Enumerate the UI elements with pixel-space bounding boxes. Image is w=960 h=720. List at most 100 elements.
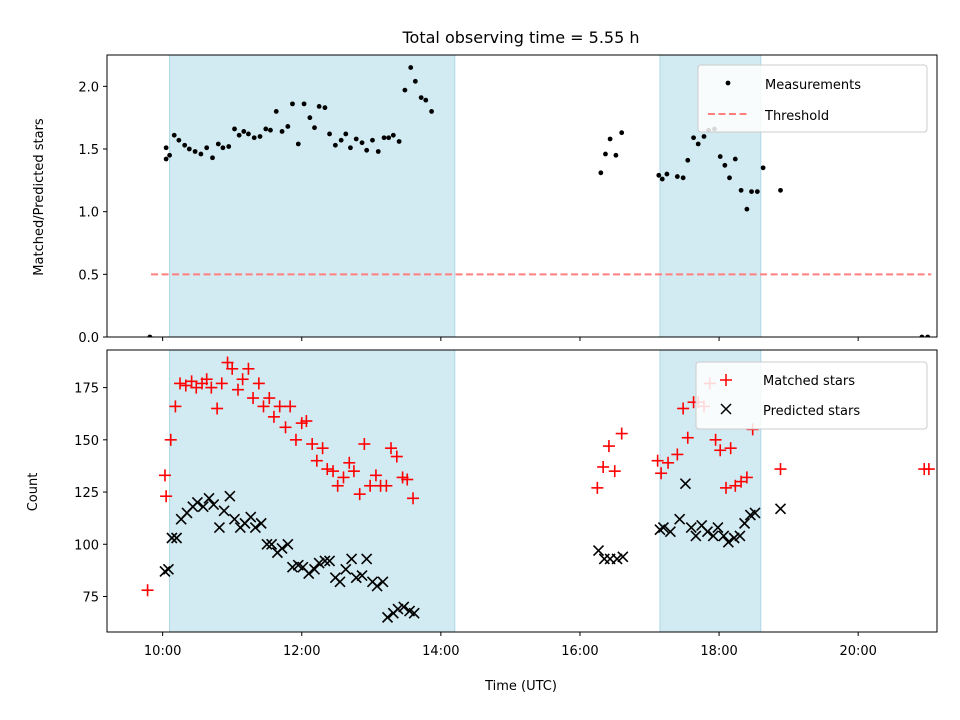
measurements-point-34 bbox=[332, 142, 338, 148]
measurements-point-65 bbox=[695, 141, 701, 147]
predicted-stars-point-28 bbox=[303, 567, 315, 580]
y-tick-label-count-4: 175 bbox=[74, 382, 99, 397]
measurements-point-56 bbox=[613, 152, 619, 158]
predicted-stars-point-30 bbox=[313, 557, 325, 569]
legend-ratio: Measurements Threshold bbox=[697, 64, 928, 133]
legend-count: Matched stars Predicted stars bbox=[695, 361, 928, 430]
measurements-point-35 bbox=[338, 137, 344, 143]
measurements-point-6 bbox=[182, 142, 188, 148]
measurements-point-19 bbox=[251, 135, 257, 141]
matched-stars-point-23 bbox=[267, 410, 280, 423]
matched-stars-point-2 bbox=[160, 490, 173, 503]
matched-stars-point-11 bbox=[205, 381, 218, 394]
matched-stars-point-52 bbox=[602, 440, 615, 453]
predicted-stars-point-43 bbox=[381, 611, 394, 623]
predicted-stars-point-72 bbox=[774, 503, 787, 515]
matched-stars-point-27 bbox=[289, 433, 302, 446]
measurements-point-59 bbox=[659, 176, 665, 182]
predicted-stars-point-20 bbox=[261, 538, 273, 550]
predicted-stars-point-3 bbox=[170, 532, 183, 544]
legend-count-frame bbox=[695, 361, 928, 430]
predicted-stars-point-58 bbox=[679, 478, 692, 490]
predicted-stars-point-19 bbox=[255, 517, 267, 529]
measurements-point-41 bbox=[370, 137, 375, 143]
measurements-point-52 bbox=[429, 109, 434, 114]
matched-stars-point-32 bbox=[316, 442, 329, 455]
measurements-point-20 bbox=[257, 134, 263, 139]
predicted-stars-point-21 bbox=[266, 538, 278, 550]
measurements-point-11 bbox=[210, 155, 215, 161]
predicted-stars-point-64 bbox=[712, 521, 724, 534]
measurements-point-74 bbox=[744, 206, 750, 212]
measurements-point-28 bbox=[301, 101, 307, 107]
measurements-point-37 bbox=[348, 145, 353, 151]
measurements-point-15 bbox=[232, 126, 237, 132]
predicted-stars-point-17 bbox=[245, 511, 257, 523]
matched-stars-point-39 bbox=[353, 488, 366, 501]
y-tick-label-count-3: 150 bbox=[74, 434, 99, 449]
x-tick-label-4: 18:00 bbox=[700, 644, 737, 659]
measurements-point-1 bbox=[163, 145, 169, 151]
measurements-point-60 bbox=[664, 171, 670, 177]
measurements-point-70 bbox=[722, 162, 728, 168]
matched-stars-point-49 bbox=[407, 492, 420, 505]
predicted-stars-point-71 bbox=[749, 507, 761, 519]
legend-threshold-label: Threshold bbox=[764, 109, 829, 124]
predicted-stars-point-24 bbox=[282, 538, 294, 550]
matched-stars-point-54 bbox=[615, 427, 628, 440]
predicted-stars-point-45 bbox=[392, 603, 404, 615]
measurements-point-4 bbox=[171, 132, 177, 138]
measurements-point-26 bbox=[290, 101, 295, 107]
predicted-stars-point-35 bbox=[340, 563, 352, 575]
matched-stars-point-14 bbox=[221, 356, 234, 369]
matched-stars-point-35 bbox=[331, 479, 344, 492]
predicted-stars-point-42 bbox=[377, 576, 389, 588]
measurements-point-48 bbox=[408, 65, 414, 70]
measurements-point-46 bbox=[396, 139, 402, 144]
y-tick-label-count-1: 100 bbox=[74, 538, 99, 553]
predicted-stars-point-32 bbox=[324, 555, 336, 567]
matched-stars-point-4 bbox=[169, 400, 182, 413]
measurements-point-44 bbox=[386, 135, 392, 141]
predicted-stars-point-1 bbox=[162, 563, 175, 575]
predicted-stars-point-37 bbox=[350, 572, 362, 584]
measurements-point-21 bbox=[263, 126, 269, 132]
predicted-stars-point-0 bbox=[159, 565, 171, 577]
measurements-point-0 bbox=[147, 334, 153, 337]
y-tick-label-ratio-3: 1.5 bbox=[78, 143, 99, 158]
measurements-point-45 bbox=[390, 132, 396, 138]
measurements-point-3 bbox=[167, 152, 172, 158]
measurements-point-31 bbox=[316, 103, 322, 109]
legend-matched-label: Matched stars bbox=[763, 374, 855, 389]
matched-stars-point-75 bbox=[922, 463, 935, 476]
measurements-point-13 bbox=[220, 145, 226, 151]
measurements-point-23 bbox=[273, 109, 279, 114]
matched-stars-point-53 bbox=[608, 465, 621, 478]
predicted-stars-point-41 bbox=[371, 580, 383, 592]
measurements-point-32 bbox=[322, 105, 328, 111]
matched-stars-point-12 bbox=[211, 402, 224, 415]
measurements-point-77 bbox=[760, 165, 766, 171]
matched-stars-point-71 bbox=[740, 471, 753, 484]
measurements-point-17 bbox=[241, 129, 247, 134]
matched-stars-point-19 bbox=[247, 392, 260, 405]
predicted-stars-point-63 bbox=[707, 530, 719, 542]
matched-stars-point-1 bbox=[158, 469, 171, 482]
predicted-stars-point-49 bbox=[592, 544, 605, 557]
predicted-stars-point-48 bbox=[408, 607, 420, 619]
matched-stars-point-46 bbox=[390, 450, 403, 463]
measurements-point-71 bbox=[727, 175, 732, 181]
legend-matched-marker bbox=[720, 374, 732, 386]
predicted-stars-point-18 bbox=[249, 521, 261, 534]
matched-stars-point-45 bbox=[385, 442, 398, 455]
matched-stars-point-18 bbox=[242, 362, 255, 375]
measurements-point-9 bbox=[198, 151, 204, 157]
legend-predicted-marker bbox=[720, 403, 732, 415]
matched-stars-point-10 bbox=[200, 373, 213, 386]
matched-stars-point-30 bbox=[306, 438, 319, 450]
legend-predicted-label: Predicted stars bbox=[763, 404, 860, 419]
matched-stars-point-22 bbox=[263, 392, 276, 405]
measurements-point-7 bbox=[186, 146, 192, 152]
measurements-point-64 bbox=[691, 135, 696, 141]
measurements-point-72 bbox=[732, 156, 738, 162]
